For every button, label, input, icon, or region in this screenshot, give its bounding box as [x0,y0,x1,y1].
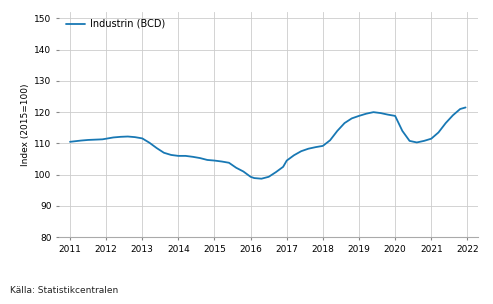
Industrin (BCD) [407,139,413,143]
Industrin (BCD) [154,146,160,150]
Industrin (BCD) [161,151,167,155]
Industrin (BCD) [67,140,73,144]
Industrin (BCD) [334,129,340,133]
Text: Källa: Statistikcentralen: Källa: Statistikcentralen [10,286,118,295]
Industrin (BCD) [450,113,456,117]
Legend: Industrin (BCD): Industrin (BCD) [62,15,170,33]
Line: Industrin (BCD): Industrin (BCD) [70,107,465,179]
Y-axis label: Index (2015=100): Index (2015=100) [21,83,30,166]
Industrin (BCD) [363,112,369,116]
Industrin (BCD) [462,105,468,109]
Industrin (BCD) [258,177,264,181]
